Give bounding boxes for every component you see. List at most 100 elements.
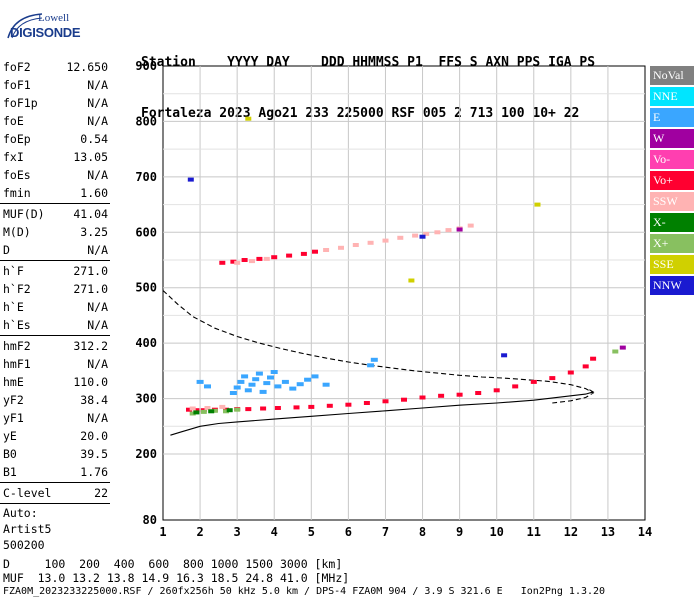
logo-line1: Lowell — [38, 12, 70, 24]
echo-point — [501, 353, 508, 358]
echo-point — [370, 357, 378, 362]
echo-point — [211, 408, 218, 413]
legend-nne: NNE — [650, 87, 694, 106]
param-name: fmin — [3, 186, 31, 200]
echo-point — [512, 384, 519, 389]
echo-point — [311, 374, 319, 379]
legend-nnw: NNW — [650, 276, 694, 295]
echo-point — [401, 397, 407, 402]
echo-point — [289, 386, 297, 391]
echo-point — [234, 260, 241, 265]
param-value: N/A — [87, 411, 108, 425]
param-value: 13.05 — [73, 150, 108, 164]
legend-x: X- — [650, 213, 694, 232]
echo-point — [244, 388, 252, 393]
x-tick-label: 1 — [159, 525, 166, 539]
param-row-mufd: MUF(D) 41.04 — [0, 205, 110, 223]
param-name: yF2 — [3, 393, 24, 407]
echo-point — [352, 243, 359, 247]
param-separator — [0, 503, 110, 504]
param-name: yE — [3, 429, 17, 443]
param-value: N/A — [87, 96, 108, 110]
y-tick-label: 900 — [135, 59, 157, 73]
param-name: foF1p — [3, 96, 38, 110]
echo-point — [434, 230, 441, 235]
echo-point — [270, 370, 278, 374]
echo-point — [219, 260, 226, 265]
echo-point — [612, 349, 619, 354]
echo-point — [245, 116, 252, 121]
hdr-value-iga: 10+ — [532, 106, 556, 121]
echo-point — [200, 409, 207, 414]
y-tick-label: 800 — [135, 114, 157, 128]
muf-curve-dashed — [162, 290, 595, 404]
echo-point — [467, 223, 474, 228]
y-tick-label: 500 — [135, 281, 157, 295]
echo-point — [219, 404, 226, 409]
legend-e: E — [650, 108, 694, 127]
echo-point — [567, 370, 574, 375]
param-value: 3.25 — [80, 225, 108, 239]
echo-point — [255, 371, 263, 376]
param-row-yf2: yF2 38.4 — [0, 391, 110, 409]
param-name: hmE — [3, 375, 24, 389]
param-value: 12.650 — [66, 60, 108, 74]
echo-point — [534, 202, 541, 207]
x-tick-label: 3 — [234, 525, 241, 539]
param-row-he: h`E N/A — [0, 298, 110, 316]
param-value: N/A — [87, 357, 108, 371]
y-tick-label: 400 — [135, 336, 157, 350]
param-row-fmin: fmin 1.60 — [0, 184, 110, 202]
param-value: N/A — [87, 168, 108, 182]
param-name: foEp — [3, 132, 31, 146]
echo-point — [267, 375, 274, 380]
echo-point — [286, 253, 293, 258]
echo-point — [204, 384, 211, 389]
param-value: N/A — [87, 114, 108, 128]
param-name: M(D) — [3, 225, 31, 239]
param-name: D — [3, 243, 10, 257]
echo-point — [323, 248, 330, 252]
param-row-ye: yE 20.0 — [0, 427, 110, 445]
y-tick-label: 700 — [135, 170, 157, 184]
y-tick-label: 300 — [135, 392, 157, 406]
echo-point — [241, 258, 248, 262]
param-value: 1.76 — [80, 465, 108, 479]
x-tick-label: 8 — [419, 525, 426, 539]
distance-row: D 100 200 400 600 800 1000 1500 3000 [km… — [3, 557, 343, 571]
param-row-foes: foEs N/A — [0, 166, 110, 184]
echo-point — [223, 409, 229, 414]
param-row-hmf1: hmF1 N/A — [0, 355, 110, 373]
hdr-value-day: Ago21 — [258, 106, 298, 121]
param-name: foF1 — [3, 78, 31, 92]
echo-point — [322, 382, 330, 387]
hdr-value-p1: RSF — [391, 106, 415, 121]
echo-point — [274, 384, 282, 389]
x-tick-label: 7 — [382, 525, 389, 539]
autoscaling-info: Auto: Artist5 500200 — [3, 505, 110, 553]
param-name: foE — [3, 114, 24, 128]
muf-row: MUF 13.0 13.2 13.8 14.9 16.3 18.5 24.8 4… — [3, 571, 350, 585]
param-value: 22 — [94, 486, 108, 500]
y-tick-label: 80 — [143, 513, 157, 527]
param-value: 39.5 — [80, 447, 108, 461]
echo-point — [312, 249, 318, 254]
echo-point — [382, 399, 389, 404]
echo-point — [196, 379, 204, 384]
echo-point — [233, 385, 241, 390]
param-row-fof2: foF2 12.650 — [0, 58, 110, 76]
echo-point — [281, 379, 289, 384]
x-tick-label: 9 — [456, 525, 463, 539]
param-row-hf: h`F 271.0 — [0, 262, 110, 280]
param-name: MUF(D) — [3, 207, 45, 221]
hdr-value-s: 2 — [454, 106, 462, 121]
param-row-d: D N/A — [0, 241, 110, 259]
muf-distance-table: D 100 200 400 600 800 1000 1500 3000 [km… — [3, 557, 349, 585]
param-separator — [0, 260, 110, 261]
x-tick-label: 2 — [196, 525, 203, 539]
legend-vo: Vo- — [650, 150, 694, 169]
y-tick-label: 200 — [135, 447, 157, 461]
x-tick-label: 6 — [345, 525, 352, 539]
echo-point — [423, 231, 430, 236]
legend-w: W — [650, 129, 694, 148]
